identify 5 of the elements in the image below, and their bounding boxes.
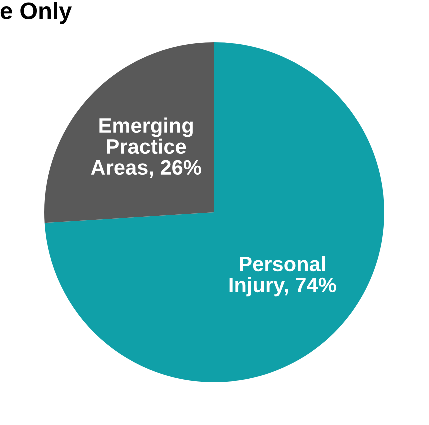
chart-title: e Only — [0, 2, 72, 24]
slice-label: Personal Injury, 74% — [230, 256, 336, 297]
pie-slice — [44, 42, 214, 224]
pie-slice — [44, 42, 384, 382]
slice-label: Emerging Practice Areas, 26% — [91, 118, 202, 178]
